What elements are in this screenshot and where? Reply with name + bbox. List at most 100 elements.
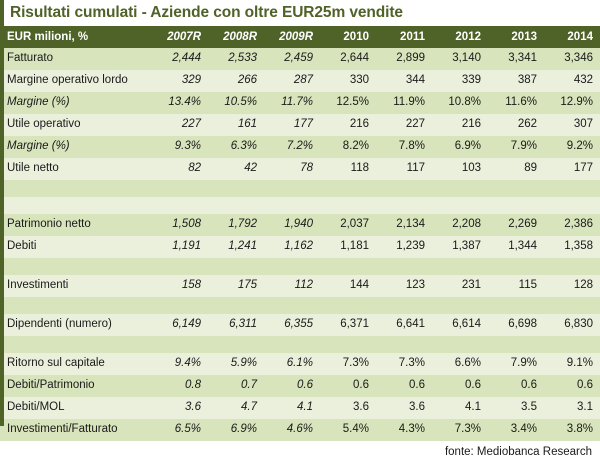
column-header-2010: 2010 (320, 26, 376, 48)
cell-value: 2,444 (152, 48, 208, 70)
cell-value (320, 297, 376, 314)
cell-value: 3,341 (488, 48, 544, 70)
cell-value (208, 297, 264, 314)
cell-value: 3,140 (432, 48, 488, 70)
cell-value: 2,899 (376, 48, 432, 70)
cell-value: 330 (320, 70, 376, 92)
cell-value: 12.9% (544, 92, 600, 114)
cell-value: 5.9% (208, 353, 264, 375)
cell-value (264, 258, 320, 275)
cell-value: 3.1 (544, 397, 600, 419)
cell-value (320, 180, 376, 197)
cell-value (432, 197, 488, 214)
row-label: Investimenti (0, 275, 152, 297)
cell-value: 0.6 (432, 375, 488, 397)
cell-value (208, 197, 264, 214)
cell-value: 7.8% (376, 136, 432, 158)
cell-value: 0.6 (264, 375, 320, 397)
cell-value: 2,644 (320, 48, 376, 70)
cell-value: 1,181 (320, 236, 376, 258)
cell-value: 11.9% (376, 92, 432, 114)
title-bar: Risultati cumulati - Aziende con oltre E… (0, 0, 600, 26)
cell-value: 128 (544, 275, 600, 297)
cell-value: 3.4% (488, 419, 544, 441)
cell-value (488, 336, 544, 353)
cell-value: 0.8 (152, 375, 208, 397)
row-label: Margine operativo lordo (0, 70, 152, 92)
cell-value: 0.6 (488, 375, 544, 397)
cell-value (208, 336, 264, 353)
cell-value: 9.3% (152, 136, 208, 158)
table-row: Patrimonio netto 1,508 1,792 1,940 2,037 2,13… (0, 214, 600, 236)
cell-value: 6,355 (264, 314, 320, 336)
cell-value: 6.9% (208, 419, 264, 441)
table-row: Margine operativo lordo 329 266 287 330 344 33… (0, 70, 600, 92)
cell-value: 1,241 (208, 236, 264, 258)
cell-value: 7.9% (488, 353, 544, 375)
cell-value (432, 297, 488, 314)
column-header-2007R: 2007R (152, 26, 208, 48)
cell-value: 9.2% (544, 136, 600, 158)
row-label: Debiti/MOL (0, 397, 152, 419)
table-row: Investimenti/Fatturato 6.5% 6.9% 4.6% 5.4% 4.… (0, 419, 600, 441)
cell-value: 1,344 (488, 236, 544, 258)
cell-value: 6.5% (152, 419, 208, 441)
table-row: Dipendenti (numero) 6,149 6,311 6,355 6,371 6… (0, 314, 600, 336)
cell-value: 3.6 (152, 397, 208, 419)
cell-value: 2,134 (376, 214, 432, 236)
cell-value: 4.3% (376, 419, 432, 441)
cell-value (488, 297, 544, 314)
table-row: Margine (%) 9.3% 6.3% 7.2% 8.2% 7.8% 6.9% 7.9% 9… (0, 136, 600, 158)
table-footer: fonte: Mediobanca Research (0, 441, 600, 463)
row-label: Utile netto (0, 158, 152, 180)
cell-value: 0.7 (208, 375, 264, 397)
column-header-2011: 2011 (376, 26, 432, 48)
table-row: Debiti 1,191 1,241 1,162 1,181 1,239 1,387 1,34… (0, 236, 600, 258)
cell-value: 7.2% (264, 136, 320, 158)
source-note: fonte: Mediobanca Research (444, 446, 592, 458)
row-label: Patrimonio netto (0, 214, 152, 236)
column-header-2014: 2014 (544, 26, 600, 48)
cell-value (488, 197, 544, 214)
cell-value: 4.7 (208, 397, 264, 419)
cell-value (544, 180, 600, 197)
cell-value (264, 180, 320, 197)
row-label: Margine (%) (0, 136, 152, 158)
cell-value (376, 197, 432, 214)
cell-value (208, 180, 264, 197)
table-body: Fatturato 2,444 2,533 2,459 2,644 2,899 3,140 3… (0, 48, 600, 441)
cell-value (544, 197, 600, 214)
cell-value (208, 258, 264, 275)
cell-value: 2,037 (320, 214, 376, 236)
cell-value: 1,387 (432, 236, 488, 258)
cell-value: 11.6% (488, 92, 544, 114)
cell-value: 1,940 (264, 214, 320, 236)
cell-value: 161 (208, 114, 264, 136)
row-label: Investimenti/Fatturato (0, 419, 152, 441)
table-spacer-row (0, 180, 600, 197)
cell-value: 287 (264, 70, 320, 92)
cell-value: 10.8% (432, 92, 488, 114)
cell-value (320, 336, 376, 353)
table-row: Ritorno sul capitale 9.4% 5.9% 6.1% 7.3% 7.3%… (0, 353, 600, 375)
cell-value: 344 (376, 70, 432, 92)
cell-value (488, 258, 544, 275)
cell-value: 117 (376, 158, 432, 180)
row-label: Debiti (0, 236, 152, 258)
cell-value: 6.3% (208, 136, 264, 158)
cell-value: 6,614 (432, 314, 488, 336)
cell-value: 6.1% (264, 353, 320, 375)
cell-value (488, 180, 544, 197)
row-label: Fatturato (0, 48, 152, 70)
cell-value: 4.6% (264, 419, 320, 441)
left-accent-rail (0, 0, 4, 426)
cell-value (432, 258, 488, 275)
cell-value: 216 (432, 114, 488, 136)
cell-value: 1,162 (264, 236, 320, 258)
cell-value: 42 (208, 158, 264, 180)
cell-value: 123 (376, 275, 432, 297)
cell-value: 115 (488, 275, 544, 297)
table-spacer-row (0, 258, 600, 275)
table-row: Debiti/Patrimonio 0.8 0.7 0.6 0.6 0.6 0.6 0.6 0.… (0, 375, 600, 397)
cell-value: 3.8% (544, 419, 600, 441)
